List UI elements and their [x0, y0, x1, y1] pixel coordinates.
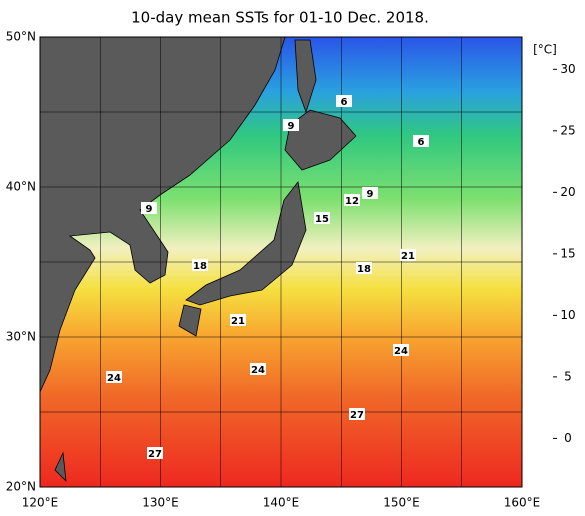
contour-label: 27: [148, 449, 162, 460]
colorbar-tick-label: 0: [564, 431, 572, 445]
lon-label: 150°E: [383, 496, 420, 510]
sakhalin: [294, 39, 317, 114]
colorbar-unit: [°C]: [533, 43, 557, 57]
contour-label: 18: [357, 264, 371, 275]
contour-label: 21: [231, 316, 245, 327]
contour-label-box: [314, 212, 330, 224]
contour-label-box: [336, 95, 352, 107]
taiwan: [54, 451, 67, 483]
lat-label: 50°N: [6, 30, 36, 44]
contour-label-box: [344, 194, 360, 206]
kyushu: [178, 304, 202, 337]
lon-label: 160°E: [504, 496, 541, 510]
contour-label: 24: [107, 373, 121, 384]
lon-label: 140°E: [263, 496, 300, 510]
contour-label-box: [362, 187, 378, 199]
contour-label: 15: [315, 214, 329, 225]
honshu: [185, 181, 307, 306]
colorbar-tick-label: 5: [564, 369, 572, 383]
contour-label-box: [230, 314, 246, 326]
contour-label-box: [106, 371, 122, 383]
lat-label: 30°N: [6, 330, 36, 344]
contour-label: 6: [341, 97, 348, 108]
contour-label: 9: [367, 189, 374, 200]
contour-label: 24: [251, 365, 265, 376]
contour-label: 24: [394, 346, 408, 357]
contour-label-box: [147, 447, 163, 459]
contour-label-box: [400, 249, 416, 261]
lon-label: 120°E: [22, 496, 59, 510]
colorbar-tick-label: 30: [560, 62, 575, 76]
contour-label-box: [349, 408, 365, 420]
contour-label-box: [283, 119, 299, 131]
contour-label: 9: [146, 204, 153, 215]
contour-label-box: [192, 259, 208, 271]
colorbar-tick-label: 25: [560, 123, 575, 137]
contour-label: 21: [401, 251, 415, 262]
hokkaido: [284, 109, 357, 171]
contour-label: 12: [345, 196, 359, 207]
contour-label: 27: [350, 410, 364, 421]
lat-label: 40°N: [6, 180, 36, 194]
contour-label-box: [413, 135, 429, 147]
mainland: [39, 36, 286, 393]
graticule: [40, 37, 522, 487]
lon-label: 130°E: [142, 496, 179, 510]
colorbar-tick-label: 10: [560, 308, 575, 322]
colorbar-tick-label: 20: [560, 185, 575, 199]
contour-label-box: [250, 363, 266, 375]
colorbar-tick-label: 15: [560, 246, 575, 260]
contour-label: 6: [418, 137, 425, 148]
contour-label-box: [393, 344, 409, 356]
contour-label-box: [356, 262, 372, 274]
title: 10-day mean SSTs for 01-10 Dec. 2018.: [131, 9, 429, 27]
map-frame: [39, 36, 523, 488]
map: [39, 36, 523, 488]
contour-label: 9: [288, 121, 295, 132]
lat-label: 20°N: [6, 480, 36, 494]
contour-label: 18: [193, 261, 207, 272]
contour-label-box: [141, 202, 157, 214]
